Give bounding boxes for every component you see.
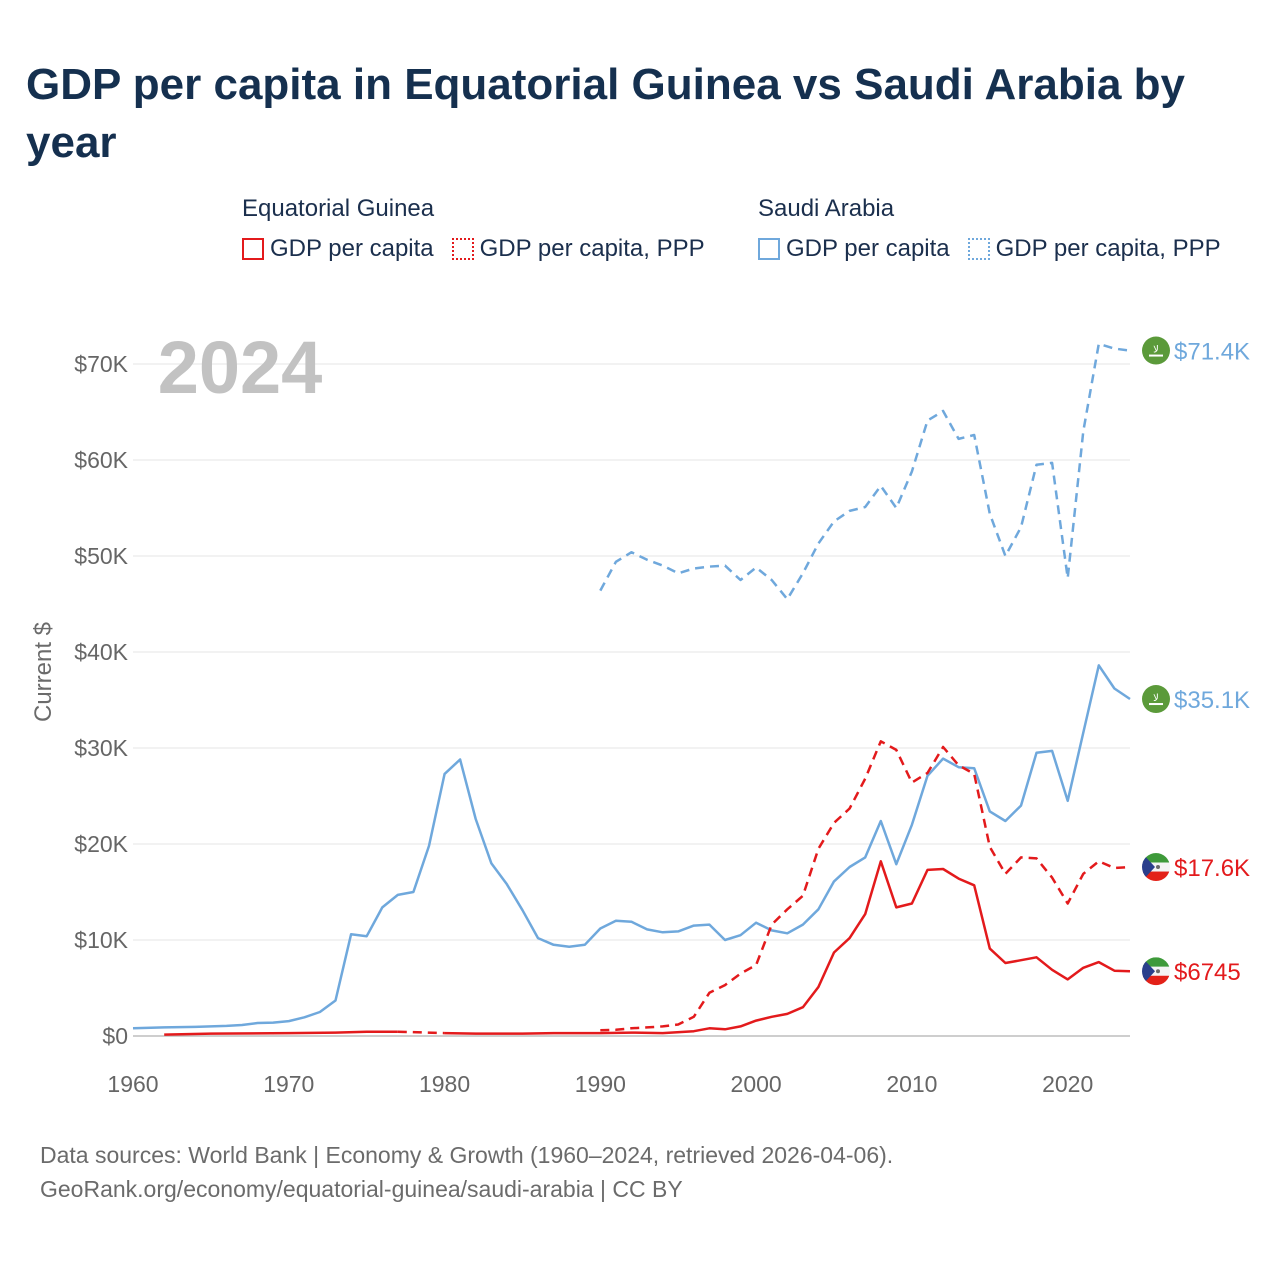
series-line (599, 342, 1131, 601)
legend-group-title: Equatorial Guinea (242, 195, 435, 222)
x-tick-label: 1970 (263, 1071, 314, 1097)
legend-item-eq-gdp-ppp[interactable]: GDP per capita, PPP (451, 235, 705, 263)
end-label-layer: لا $71.4K لا $35.1K $17.6K $6745 (1142, 336, 1250, 986)
legend-swatch-dotted-icon (967, 238, 990, 260)
series-line (397, 1030, 445, 1035)
legend-swatch-dotted-icon (451, 238, 474, 260)
x-tick-label: 2020 (1042, 1071, 1093, 1097)
series-line (164, 1030, 398, 1036)
legend-group-title: Saudi Arabia (758, 195, 895, 222)
flag-sword (1149, 354, 1163, 357)
legend-item-sa-gdp[interactable]: GDP per capita (758, 235, 950, 263)
end-value-label: $71.4K (1174, 339, 1250, 366)
flag-circle (1142, 685, 1170, 714)
legend-group-saudi-arabia: Saudi Arabia GDP per capita GDP per capi… (758, 195, 1239, 263)
flag-stripe-green (1142, 957, 1170, 967)
flag-stripe-red (1142, 871, 1170, 882)
axis-layer: $0 $10K $20K $30K $40K $50K $60K $70K 1960 1970 19… (74, 351, 1093, 1097)
x-tick-label: 2010 (886, 1071, 937, 1097)
legend-swatch-solid-icon (242, 238, 264, 260)
y-tick-label: $60K (74, 447, 128, 473)
x-tick-label: 1980 (419, 1071, 470, 1097)
x-tick-label: 2000 (731, 1071, 782, 1097)
legend-group-equatorial-guinea: Equatorial Guinea GDP per capita GDP per… (242, 195, 723, 263)
y-tick-label: $20K (74, 831, 128, 857)
y-tick-label: $40K (74, 639, 128, 665)
footer: Data sources: World Bank | Economy & Gro… (40, 1138, 893, 1206)
series-line (600, 740, 1131, 1032)
flag-triangle (1142, 957, 1155, 986)
series-layer (132, 342, 1131, 1036)
equatorial-guinea-flag-icon (1142, 853, 1170, 882)
y-tick-label: $10K (74, 927, 128, 953)
legend-item-sa-gdp-ppp[interactable]: GDP per capita, PPP (967, 235, 1221, 263)
flag-emblem (1156, 969, 1160, 974)
x-tick-label: 1990 (575, 1071, 626, 1097)
y-tick-label: $30K (74, 735, 128, 761)
y-tick-label: $50K (74, 543, 128, 569)
end-value-label: $17.6K (1174, 855, 1250, 882)
end-value-label: $6745 (1174, 959, 1241, 986)
flag-circle (1142, 336, 1170, 365)
flag-stripe-green (1142, 853, 1170, 863)
series-line (444, 860, 1131, 1035)
end-value-label: $35.1K (1174, 687, 1250, 714)
flag-body (1142, 853, 1170, 882)
year-watermark: 2024 (158, 326, 323, 409)
flag-body (1142, 957, 1170, 986)
legend-label: GDP per capita, PPP (479, 235, 705, 262)
footer-sources: Data sources: World Bank | Economy & Gro… (40, 1142, 894, 1168)
flag-sword (1149, 703, 1163, 706)
grid-layer (133, 363, 1130, 1037)
legend-swatch-solid-icon (758, 238, 780, 260)
legend-label: GDP per capita, PPP (995, 235, 1221, 262)
flag-script: لا (1153, 693, 1159, 704)
flag-triangle (1142, 853, 1155, 882)
flag-script: لا (1153, 345, 1159, 356)
saudi-arabia-flag-icon: لا (1142, 336, 1170, 365)
equatorial-guinea-flag-icon (1142, 957, 1170, 986)
x-tick-label: 1960 (107, 1071, 158, 1097)
series-line (132, 664, 1131, 1030)
y-axis-label: Current $ (30, 622, 57, 722)
chart-title: GDP per capita in Equatorial Guinea vs S… (26, 60, 1185, 167)
legend-label: GDP per capita (786, 235, 950, 262)
y-tick-label: $0 (102, 1023, 128, 1049)
flag-emblem (1156, 865, 1160, 870)
legend-item-eq-gdp[interactable]: GDP per capita (242, 235, 434, 263)
saudi-arabia-flag-icon: لا (1142, 685, 1170, 714)
flag-stripe-red (1142, 975, 1170, 986)
footer-link[interactable]: GeoRank.org/economy/equatorial-guinea/sa… (40, 1176, 683, 1202)
legend-label: GDP per capita (270, 235, 434, 262)
y-tick-label: $70K (74, 351, 128, 377)
